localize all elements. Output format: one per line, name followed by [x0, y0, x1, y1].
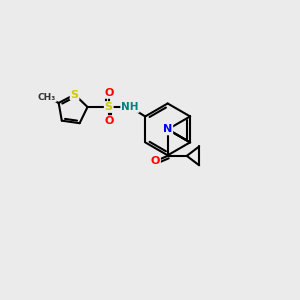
- Text: S: S: [105, 102, 113, 112]
- Text: O: O: [104, 116, 113, 126]
- Text: CH₃: CH₃: [38, 93, 56, 102]
- Text: N: N: [163, 124, 172, 134]
- Text: O: O: [104, 88, 113, 98]
- Text: NH: NH: [121, 102, 139, 112]
- Text: O: O: [151, 156, 160, 166]
- Text: S: S: [70, 89, 79, 100]
